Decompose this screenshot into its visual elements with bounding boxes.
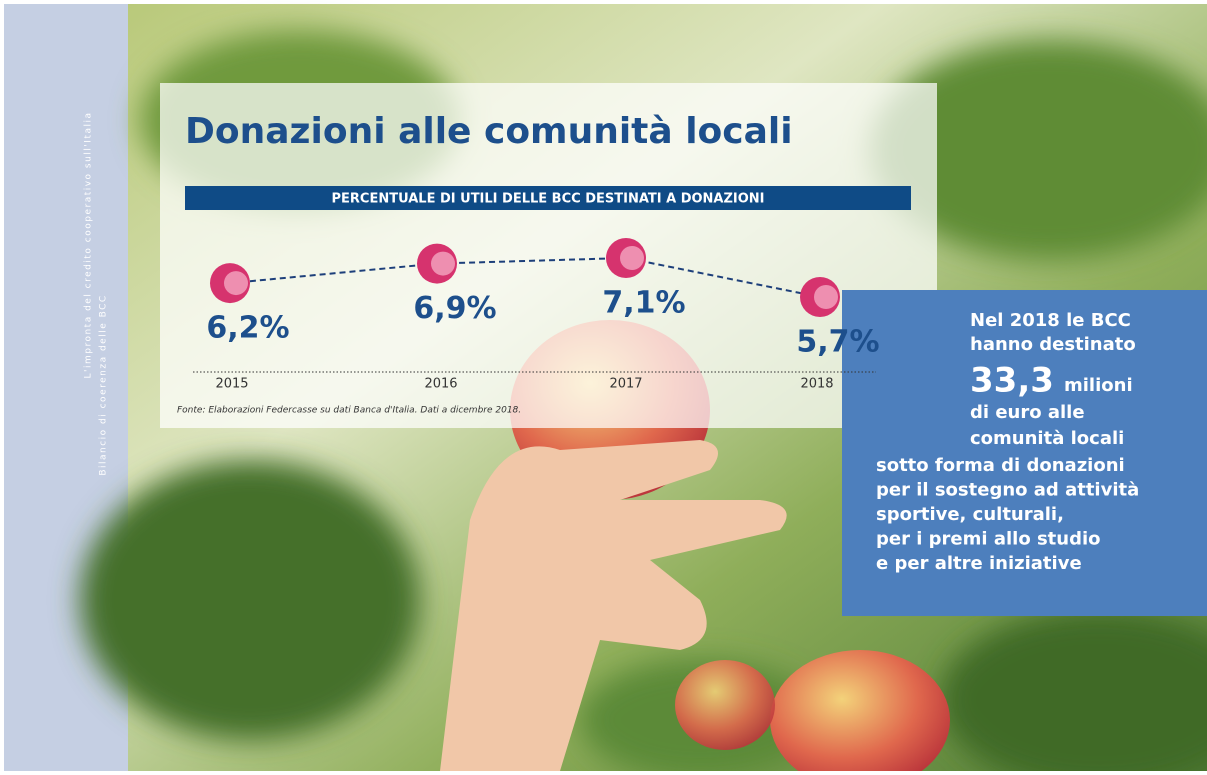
- chart-subtitle: PERCENTUALE DI UTILI DELLE BCC DESTINATI…: [331, 192, 764, 207]
- infographic: Donazioni alle comunità locali PERCENTUA…: [0, 0, 1207, 771]
- callout-text: Nel 2018 le BCC: [970, 310, 1131, 331]
- callout-text: di euro alle: [970, 402, 1085, 423]
- callout-text: per i premi allo studio: [876, 529, 1101, 550]
- value-label: 6,9%: [413, 291, 496, 326]
- callout-text: sotto forma di donazioni: [876, 455, 1125, 476]
- value-label: 7,1%: [602, 286, 685, 321]
- sidebar-text: Bilancio di coerenza delle BCC: [99, 294, 109, 475]
- x-tick-label: 2017: [609, 377, 642, 392]
- callout-text: milioni: [1064, 375, 1133, 396]
- x-tick-label: 2015: [215, 377, 248, 392]
- pomegranate-seed: [431, 252, 455, 276]
- x-tick-label: 2018: [800, 377, 833, 392]
- value-label: 5,7%: [796, 325, 879, 360]
- pomegranate-seed: [814, 285, 838, 309]
- callout-text: hanno destinato: [970, 334, 1136, 355]
- callout-amount: 33,3: [970, 361, 1054, 401]
- callout-text: sportive, culturali,: [876, 504, 1064, 525]
- sidebar-text: L'impronta del credito cooperativo sull'…: [84, 111, 94, 378]
- pomegranate-seed: [620, 246, 644, 270]
- source-note: Fonte: Elaborazioni Federcasse su dati B…: [177, 406, 521, 416]
- callout-text: per il sostegno ad attività: [876, 480, 1139, 501]
- pomegranate-seed: [224, 271, 248, 295]
- chart-title: Donazioni alle comunità locali: [185, 111, 793, 152]
- page: Donazioni alle comunità locali PERCENTUA…: [0, 0, 1207, 771]
- value-label: 6,2%: [206, 311, 289, 346]
- callout-text: e per altre iniziative: [876, 553, 1082, 574]
- callout-text: comunità locali: [970, 428, 1124, 449]
- x-tick-label: 2016: [424, 377, 457, 392]
